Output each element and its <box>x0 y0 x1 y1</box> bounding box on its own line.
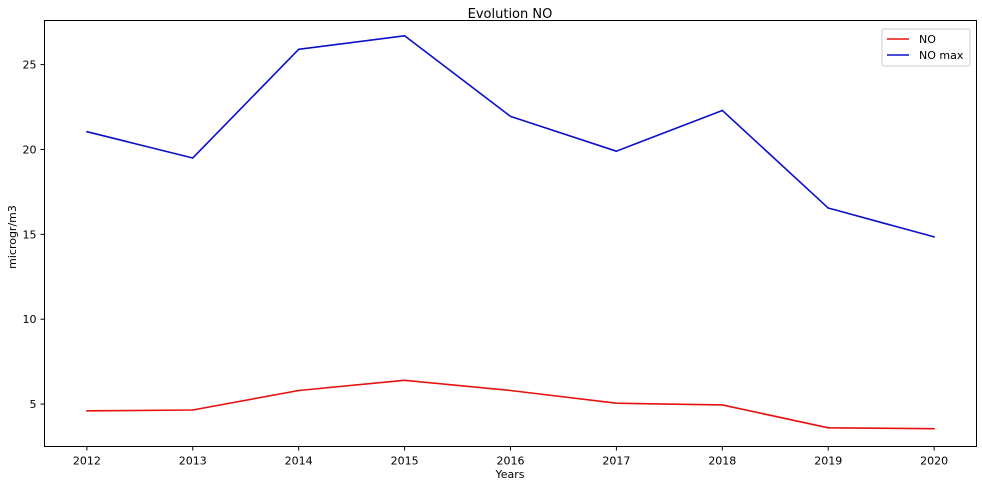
x-tick-label: 2016 <box>497 455 525 468</box>
legend-label: NO max <box>919 49 964 62</box>
x-tick-label: 2015 <box>391 455 419 468</box>
data-point-no <box>86 410 88 412</box>
data-point-no-max <box>191 157 194 159</box>
data-point-no-max <box>509 115 512 118</box>
y-axis-label: microgr/m3 <box>6 205 19 269</box>
x-axis: 2012 2013 2014 2015 2016 2017 2018 2019 2020 <box>73 446 948 468</box>
legend-label: NO <box>919 33 936 46</box>
data-point-no-max <box>615 150 618 152</box>
data-point-no <box>721 404 724 406</box>
data-point-no-max <box>721 109 724 112</box>
chart-title: Evolution NO <box>468 7 553 22</box>
data-point-no <box>615 402 618 405</box>
data-point-no <box>403 379 406 382</box>
data-point-no <box>827 427 830 429</box>
y-tick-label: 10 <box>23 313 37 326</box>
y-axis: 5 10 15 20 25 <box>23 59 45 411</box>
x-tick-label: 2012 <box>73 455 101 468</box>
y-tick-label: 5 <box>30 398 37 411</box>
y-tick-label: 20 <box>23 143 37 156</box>
x-tick-label: 2017 <box>602 455 630 468</box>
data-point-no <box>297 389 300 392</box>
data-point-no-max <box>403 34 406 37</box>
x-tick-label: 2018 <box>708 455 736 468</box>
x-tick-label: 2014 <box>285 455 313 468</box>
series-layer <box>86 34 935 430</box>
data-point-no-max <box>933 236 935 238</box>
data-point-no-max <box>297 48 300 51</box>
x-tick-label: 2013 <box>179 455 207 468</box>
plot-background <box>44 20 977 447</box>
x-tick-label: 2019 <box>814 455 842 468</box>
data-point-no-max <box>86 130 88 133</box>
y-tick-label: 15 <box>23 228 37 241</box>
data-point-no <box>933 427 935 430</box>
data-point-no-max <box>827 207 830 209</box>
x-tick-label: 2020 <box>920 455 948 468</box>
data-point-no <box>191 409 194 411</box>
x-axis-label: Years <box>494 468 524 481</box>
legend: NO NO max <box>881 28 971 67</box>
y-tick-label: 25 <box>23 59 37 72</box>
data-point-no <box>509 389 512 392</box>
